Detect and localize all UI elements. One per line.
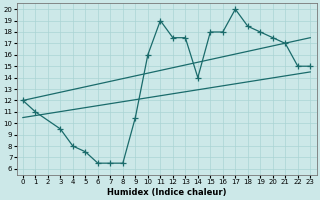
X-axis label: Humidex (Indice chaleur): Humidex (Indice chaleur) bbox=[107, 188, 226, 197]
